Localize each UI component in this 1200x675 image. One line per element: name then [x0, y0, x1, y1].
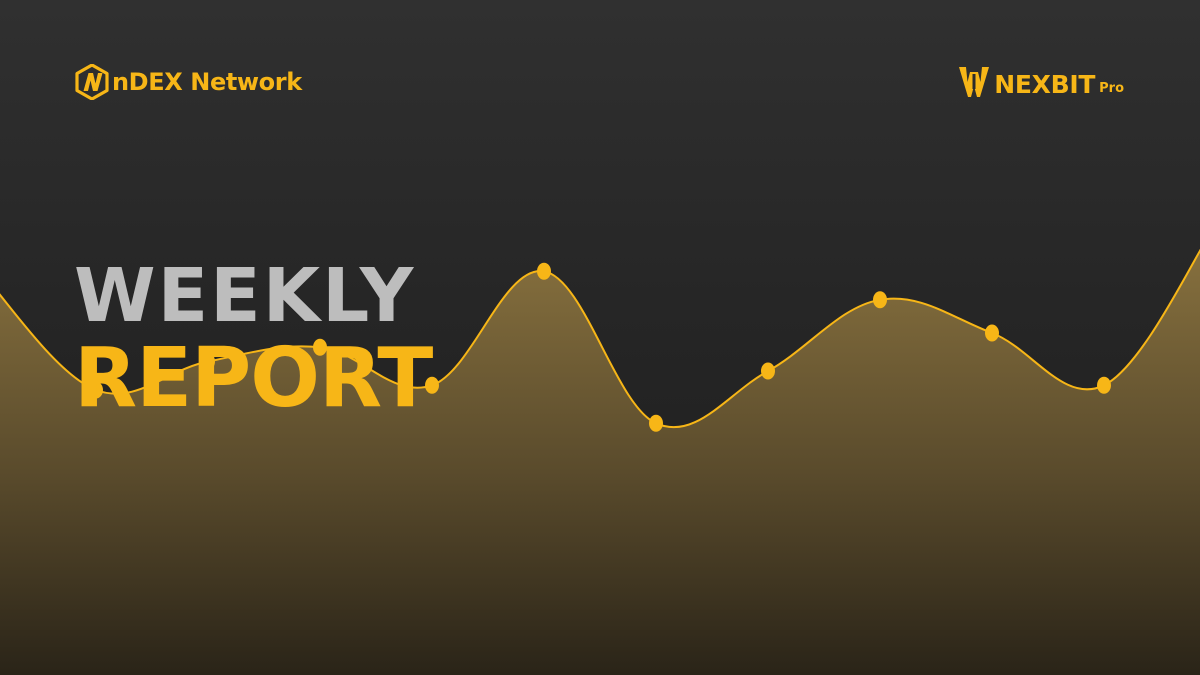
chart-point: [201, 353, 215, 370]
nexbit-pro-suffix: Pro: [1099, 81, 1124, 96]
chart-point: [313, 338, 327, 356]
chart-points: [89, 262, 1111, 432]
nexbit-crown-logo-icon: [959, 67, 990, 97]
chart-point: [985, 324, 999, 342]
chart-point: [873, 291, 887, 309]
chart-point: [1097, 376, 1111, 394]
ndex-hexagon-n-logo-icon: [75, 64, 109, 100]
chart-point: [537, 262, 551, 280]
nexbit-name: NEXBIT: [994, 70, 1096, 99]
ndex-network-logo: nDEX Network: [74, 64, 302, 100]
headline-report: REPORT: [74, 331, 433, 426]
headline: WEEKLY REPORT: [74, 253, 433, 426]
chart-point: [425, 376, 439, 394]
chart-area-fill: [0, 250, 1200, 675]
ndex-network-name: nDEX Network: [112, 68, 302, 96]
chart-point: [89, 381, 103, 399]
headline-weekly: WEEKLY: [74, 253, 416, 339]
chart-point: [649, 414, 663, 432]
chart-point: [761, 362, 775, 380]
nexbit-pro-logo: NEXBIT Pro: [958, 64, 1124, 102]
